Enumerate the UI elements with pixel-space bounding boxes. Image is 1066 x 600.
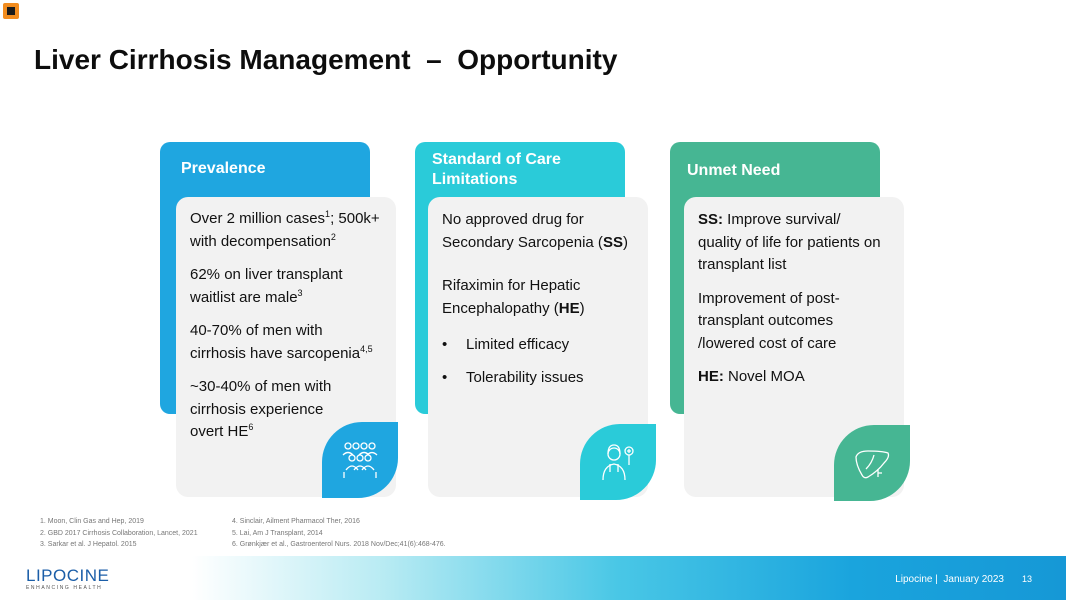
prevalence-card: Over 2 million cases1; 500k+ with decomp… <box>176 197 396 497</box>
page-number: 13 <box>1022 574 1033 584</box>
unmet-item-he: HE: Novel MOA <box>698 368 805 385</box>
footnotes-left: 1. Moon, Clin Gas and Hep, 2019 2. GBD 2… <box>40 518 198 548</box>
prevalence-item: 40-70% of men with cirrhosis have sarcop… <box>190 322 373 362</box>
liver-icon-tile <box>834 425 910 501</box>
footer-band <box>0 556 1066 600</box>
doctor-icon-tile <box>580 424 656 500</box>
soc-bullet: • Limited efficacy <box>442 336 570 353</box>
people-group-icon <box>342 442 378 478</box>
standard-of-care-header: Standard of Care Limitations <box>432 151 561 188</box>
brand-logo: LIPOCINE ENHANCING HEALTH <box>26 566 110 591</box>
page-title: Liver Cirrhosis Management – Opportunity <box>34 44 618 75</box>
unmet-need-header: Unmet Need <box>687 162 781 179</box>
footer-company-date: Lipocine | January 2023 <box>895 574 1004 585</box>
soc-item-sarcopenia: No approved drug for Secondary Sarcopeni… <box>442 211 628 251</box>
prevalence-item: Over 2 million cases1; 500k+ with decomp… <box>190 209 380 250</box>
soc-item-rifaximin: Rifaximin for Hepatic Encephalopathy (HE… <box>442 277 585 317</box>
doctor-icon <box>602 444 634 481</box>
soc-bullet: • Tolerability issues <box>442 368 584 386</box>
prevalence-item: 62% on liver transplant waitlist are mal… <box>190 266 343 306</box>
footnotes-right: 4. Sinclair, Ailment Pharmacol Ther, 201… <box>232 518 446 548</box>
people-group-icon-tile <box>322 422 398 498</box>
liver-icon <box>855 450 890 479</box>
unmet-item-post-transplant: Improvement of post-transplant outcomes … <box>698 289 840 352</box>
prevalence-item: ~30-40% of men with cirrhosis experience… <box>190 378 332 440</box>
unmet-item-ss: SS: Improve survival/ quality of life fo… <box>698 211 881 273</box>
prevalence-header: Prevalence <box>181 160 266 177</box>
corner-logo-icon <box>3 3 19 19</box>
